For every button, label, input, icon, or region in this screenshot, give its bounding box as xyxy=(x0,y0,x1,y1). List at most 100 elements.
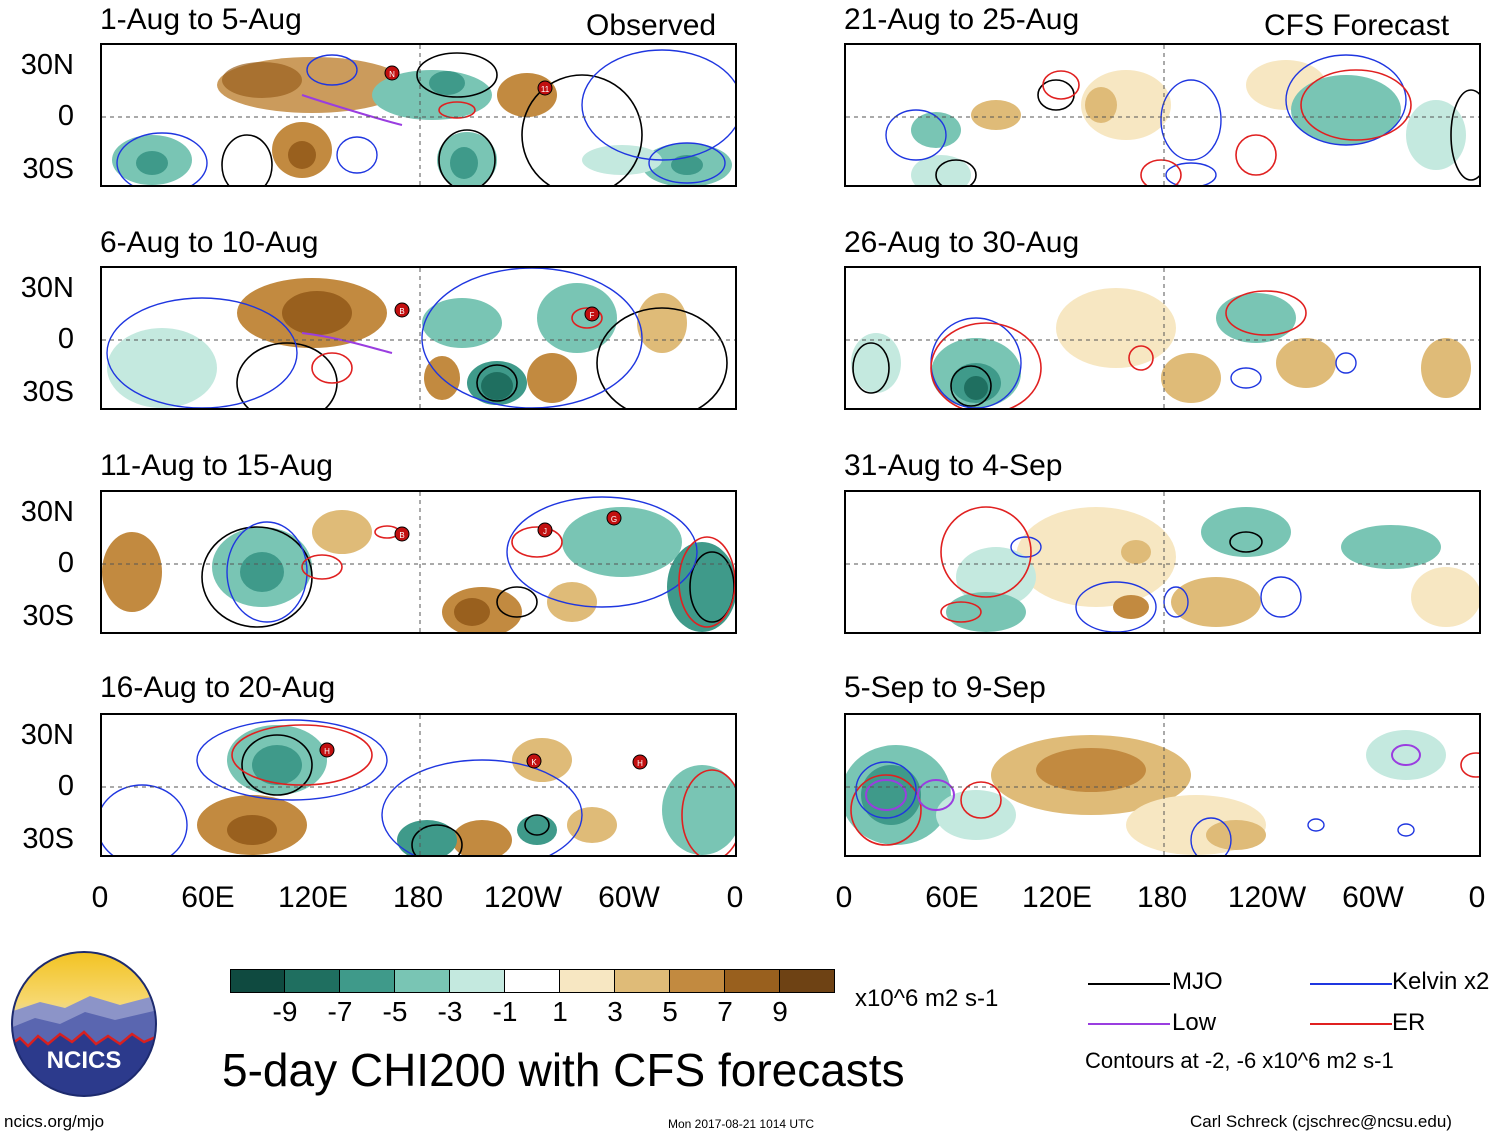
colorbar-swatch xyxy=(340,969,395,993)
lon-label: 0 xyxy=(1468,881,1486,914)
panel-title: 11-Aug to 15-Aug xyxy=(100,449,333,482)
footer-credit: Carl Schreck (cjschrec@ncsu.edu) xyxy=(1190,1112,1452,1131)
lon-label: 180 xyxy=(392,881,444,914)
colorbar-tick: -5 xyxy=(382,996,408,1027)
lon-label: 120W xyxy=(483,881,563,914)
lat-label: 0 xyxy=(57,547,74,579)
lon-label: 0 xyxy=(726,881,744,914)
map-svg: N 11 xyxy=(102,45,735,185)
legend-note: Contours at -2, -6 x10^6 m2 s-1 xyxy=(1085,1048,1394,1073)
panel-title: 21-Aug to 25-Aug xyxy=(844,3,1080,36)
colorbar-units: x10^6 m2 s-1 xyxy=(855,985,999,1012)
map-area: B F xyxy=(100,266,737,410)
colorbar-tick: -3 xyxy=(437,996,463,1027)
lon-label: 120E xyxy=(277,881,349,914)
legend-swatch-mjo xyxy=(1088,983,1170,985)
colorbar-tick: 3 xyxy=(607,996,623,1027)
colorbar-tick: 9 xyxy=(772,996,788,1027)
lon-label: 180 xyxy=(1136,881,1188,914)
lat-label: 30S xyxy=(22,153,74,185)
storm-marker: B xyxy=(399,531,404,540)
lon-label: 0 xyxy=(91,881,109,914)
colorbar-swatch xyxy=(670,969,725,993)
lat-label: 30S xyxy=(22,600,74,632)
storm-marker: N xyxy=(389,70,395,79)
lat-label: 30S xyxy=(22,376,74,408)
lon-label: 60E xyxy=(925,881,979,914)
forecast-label: CFS Forecast xyxy=(1264,9,1450,42)
lon-label: 60W xyxy=(1342,881,1404,914)
panel-title: 16-Aug to 20-Aug xyxy=(100,671,336,704)
logo-text: NCICS xyxy=(47,1047,122,1074)
legend-label: Low xyxy=(1172,1009,1217,1036)
map-svg: H K H xyxy=(102,715,735,855)
footer-timestamp: Mon 2017-08-21 1014 UTC xyxy=(668,1117,815,1131)
lat-label: 30S xyxy=(22,823,74,855)
colorbar-swatch xyxy=(780,969,835,993)
colorbar-swatch xyxy=(450,969,505,993)
map-svg: B J G xyxy=(102,492,735,632)
legend-swatch-er xyxy=(1310,1023,1392,1025)
colorbar-swatch xyxy=(285,969,340,993)
logo-graphic: NCICS xyxy=(11,951,157,1097)
legend-label: Kelvin x2 xyxy=(1392,968,1490,995)
lat-label: 30N xyxy=(20,49,74,81)
legend-swatch-low xyxy=(1088,1023,1170,1025)
storm-marker: B xyxy=(399,307,404,316)
lon-label: 120W xyxy=(1227,881,1307,914)
map-svg: B F xyxy=(102,268,735,408)
colorbar-swatch xyxy=(395,969,450,993)
ncics-logo: NCICS xyxy=(10,950,158,1098)
colorbar-tick: 7 xyxy=(717,996,733,1027)
storm-marker: G xyxy=(611,515,617,524)
map-svg xyxy=(846,45,1479,185)
colorbar-swatch xyxy=(230,969,285,993)
lon-label: 120E xyxy=(1021,881,1093,914)
colorbar-tick: -1 xyxy=(492,996,518,1027)
panel-title: 5-Sep to 9-Sep xyxy=(844,671,1046,704)
map-area xyxy=(844,266,1481,410)
map-svg xyxy=(846,715,1479,855)
panel-title: 26-Aug to 30-Aug xyxy=(844,226,1080,259)
colorbar-tick: 1 xyxy=(552,996,568,1027)
colorbar-swatch xyxy=(725,969,780,993)
observed-label: Observed xyxy=(586,9,717,42)
map-area xyxy=(844,713,1481,857)
map-area: B J G xyxy=(100,490,737,634)
lat-label: 30N xyxy=(20,719,74,751)
colorbar-tick: -9 xyxy=(272,996,298,1027)
map-area xyxy=(844,43,1481,187)
lat-label: 30N xyxy=(20,272,74,304)
colorbar-swatch xyxy=(505,969,560,993)
legend-swatch-kelvin xyxy=(1310,983,1392,985)
storm-marker: 11 xyxy=(541,85,550,94)
lat-label: 0 xyxy=(57,323,74,355)
map-svg xyxy=(846,492,1479,632)
panel-title: 31-Aug to 4-Sep xyxy=(844,449,1063,482)
main-title: 5-day CHI200 with CFS forecasts xyxy=(222,1044,905,1096)
panel-title: 1-Aug to 5-Aug xyxy=(100,3,302,36)
lon-label: 0 xyxy=(835,881,853,914)
panel-title: 6-Aug to 10-Aug xyxy=(100,226,319,259)
lon-label: 60E xyxy=(181,881,235,914)
colorbar-swatch xyxy=(560,969,615,993)
map-area: N 11 xyxy=(100,43,737,187)
storm-marker: J xyxy=(543,527,547,536)
lat-label: 30N xyxy=(20,496,74,528)
storm-marker: H xyxy=(637,759,643,768)
storm-marker: H xyxy=(324,747,330,756)
lon-label: 60W xyxy=(598,881,660,914)
lat-label: 0 xyxy=(57,770,74,802)
colorbar-tick: 5 xyxy=(662,996,678,1027)
lat-label: 0 xyxy=(57,100,74,132)
map-area xyxy=(844,490,1481,634)
legend-label: MJO xyxy=(1172,968,1223,995)
colorbar-tick: -7 xyxy=(327,996,353,1027)
map-area: H K H xyxy=(100,713,737,857)
storm-marker: F xyxy=(590,311,595,320)
map-svg xyxy=(846,268,1479,408)
footer-url: ncics.org/mjo xyxy=(4,1112,105,1131)
legend-label: ER xyxy=(1392,1009,1426,1036)
colorbar-swatch xyxy=(615,969,670,993)
storm-marker: K xyxy=(531,758,537,767)
